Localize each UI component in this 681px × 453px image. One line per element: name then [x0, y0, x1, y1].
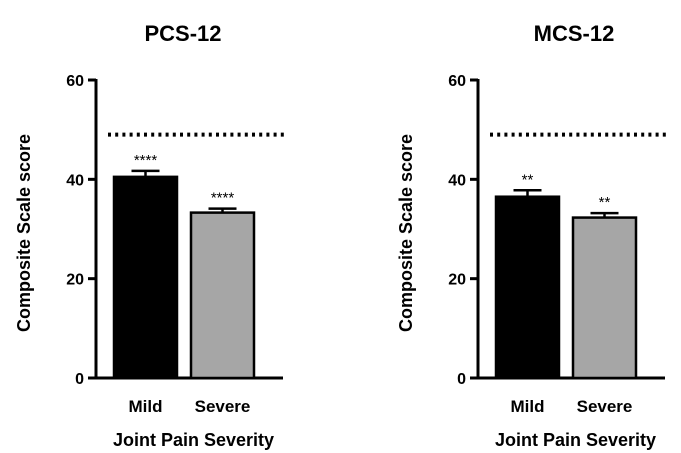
y-axis-title: Composite Scale score — [396, 134, 416, 332]
bar-severe — [189, 211, 256, 380]
chart-title: PCS-12 — [144, 21, 221, 46]
y-tick-label: 0 — [75, 371, 84, 388]
category-label-severe: Severe — [577, 397, 633, 416]
significance-label-mild: ** — [522, 171, 534, 188]
chart-panel-mcs12: MCS-12 0 20 40 60 Composite Scale score ** Mild… — [396, 21, 670, 450]
y-tick-label: 40 — [66, 172, 84, 189]
significance-label-severe: **** — [211, 190, 235, 207]
significance-label-severe: ** — [599, 194, 611, 211]
y-tick-label: 0 — [457, 371, 466, 388]
category-label-mild: Mild — [129, 397, 163, 416]
y-axis-title: Composite Scale score — [14, 134, 34, 332]
significance-label-mild: **** — [134, 152, 158, 169]
y-tick-label: 20 — [66, 272, 84, 289]
x-axis-title: Joint Pain Severity — [495, 430, 656, 450]
category-label-mild: Mild — [511, 397, 545, 416]
y-tick-label: 40 — [448, 172, 466, 189]
y-tick-label: 20 — [448, 272, 466, 289]
bar-mild — [112, 175, 179, 380]
y-tick-label: 60 — [448, 73, 466, 90]
chart-title: MCS-12 — [534, 21, 615, 46]
y-tick-label: 60 — [66, 73, 84, 90]
chart-panel-pcs12: PCS-12 0 20 40 60 Composite Scale score **** Mi… — [14, 21, 288, 450]
x-axis-title: Joint Pain Severity — [113, 430, 274, 450]
category-label-severe: Severe — [195, 397, 251, 416]
bar-mild — [494, 195, 561, 380]
bar-severe — [571, 216, 638, 380]
